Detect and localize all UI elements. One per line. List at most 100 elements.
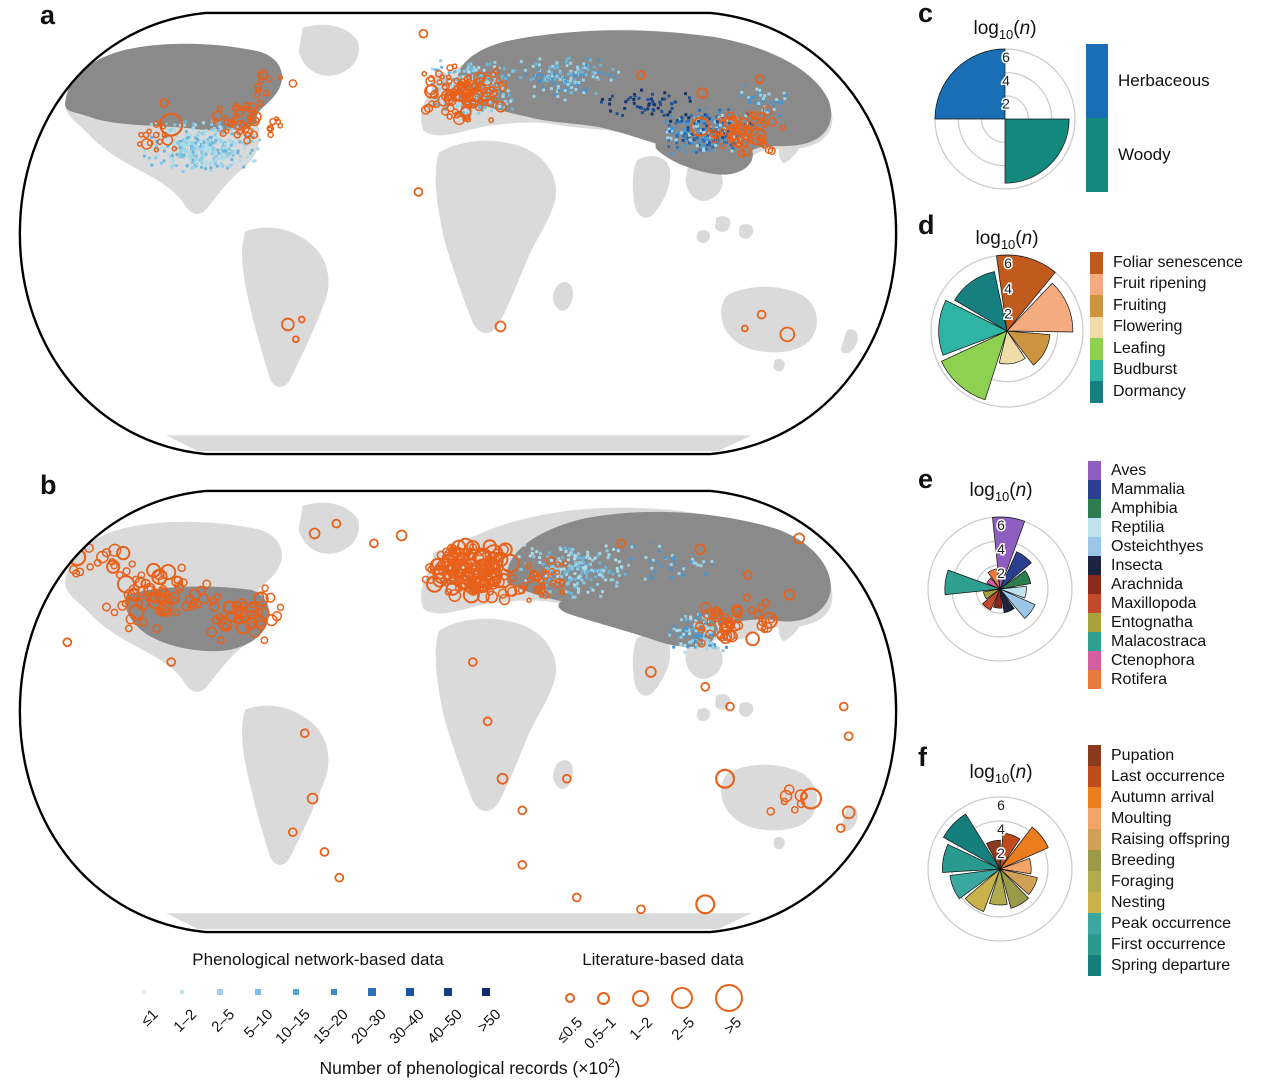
axis-title-sub: 10 [994, 488, 1010, 504]
legend-label: Reptilia [1111, 518, 1165, 536]
network-class-swatch [443, 988, 452, 997]
rose-wedge-budburst [938, 299, 1008, 356]
svg-text:6: 6 [1002, 49, 1010, 65]
rose-wedge-breeding [999, 868, 1030, 909]
panel-f-label: f [918, 742, 927, 772]
axis-title-open: ( [1009, 762, 1016, 783]
legend-label: Aves [1111, 461, 1147, 479]
legend-item-nesting: Nesting [1088, 892, 1231, 913]
rose-wedge-herbaceous [934, 48, 1006, 120]
legend-caption: Number of phenological records (×102) [270, 1056, 670, 1079]
legend-item-mammalia: Mammalia [1088, 480, 1206, 499]
polar-chart-animal-phenophase: 6 4 2 [927, 796, 1073, 942]
axis-title-f: log10(n) [946, 762, 1056, 786]
network-class-label: ≤1 [138, 1006, 163, 1030]
map-points-group [62, 518, 856, 915]
legend-swatch [1088, 787, 1101, 808]
network-class-label: 10–15 [272, 1006, 315, 1048]
legend-item-fruit-ripening: Fruit ripening [1090, 273, 1243, 295]
legend-swatch [1090, 316, 1103, 338]
legend-item-moulting: Moulting [1088, 808, 1231, 829]
rose-wedge-rotifera [987, 568, 1001, 590]
rose-wedge-arachnida [992, 588, 1003, 609]
literature-points [62, 518, 856, 915]
legend-item-entognatha: Entognatha [1088, 613, 1206, 632]
legend-label: Spring departure [1111, 956, 1231, 974]
rose-wedge-foraging [988, 868, 1008, 906]
axis-title-close: ) [1026, 762, 1033, 783]
axis-title-close: ) [1030, 18, 1037, 39]
rose-wedge-reptilia [999, 585, 1027, 599]
axis-title-sub: 10 [998, 26, 1014, 42]
legend-swatch [1086, 118, 1108, 192]
rose-wedge-nesting [964, 868, 1001, 913]
polar-axis-ticks: 6 4 2 [1003, 254, 1014, 324]
rose-wedge-osteichthyes [999, 588, 1036, 619]
network-class-swatch [141, 989, 147, 995]
world-map-a [18, 11, 898, 456]
legend-item-foliar-senescence: Foliar senescence [1090, 252, 1243, 274]
network-class-label: 2–5 [208, 1006, 239, 1036]
svg-text:2: 2 [997, 565, 1005, 581]
literature-class-label: ≤0.5 [553, 1014, 587, 1047]
legend-item-foraging: Foraging [1088, 871, 1231, 892]
panel-e-label: e [918, 464, 934, 494]
legend-swatch [1088, 480, 1101, 499]
legend-label: Breeding [1111, 851, 1176, 869]
legend-label: Woody [1118, 145, 1171, 164]
legend-swatch [1088, 613, 1101, 632]
axis-title-text: log [969, 480, 995, 501]
legend-swatch [1086, 44, 1108, 118]
network-class-swatch [179, 989, 185, 995]
legend-item-raising-offspring: Raising offspring [1088, 829, 1231, 850]
legend-label: Raising offspring [1111, 830, 1230, 848]
svg-text:6: 6 [997, 797, 1005, 813]
network-class-swatch [292, 988, 300, 996]
literature-class-label: 0.5–1 [580, 1014, 620, 1053]
legend-label: Fruit ripening [1113, 275, 1207, 293]
polar-wedges [942, 813, 1049, 913]
svg-text:6: 6 [1004, 255, 1012, 271]
legend-swatch [1088, 913, 1101, 934]
network-class-label: 15–20 [310, 1006, 353, 1048]
rose-wedge-foliar-senescence [996, 254, 1056, 332]
legend-item-ctenophora: Ctenophora [1088, 651, 1206, 670]
legend-item-pupation: Pupation [1088, 745, 1231, 766]
literature-class-swatch [715, 984, 743, 1012]
axis-title-var: n [1015, 480, 1027, 501]
legend-item-insecta: Insecta [1088, 556, 1206, 575]
legend-swatch [1088, 892, 1101, 913]
rose-wedge-raising-offspring [999, 868, 1038, 896]
legend-label: Ctenophora [1111, 651, 1195, 669]
literature-points [136, 28, 796, 344]
legend-item-woody: Woody [1086, 118, 1210, 192]
legend-swatch [1088, 871, 1101, 892]
legend-item-aves: Aves [1088, 461, 1206, 480]
legend-item-malacostraca: Malacostraca [1088, 632, 1206, 651]
axis-title-open: ( [1015, 228, 1022, 249]
rose-wedge-peak-occurrence [949, 868, 1001, 900]
rose-wedge-fruit-ripening [1006, 282, 1074, 333]
legend-label: Nesting [1111, 893, 1166, 911]
legend-swatch [1088, 934, 1101, 955]
legend-network-scale: ≤1 1–2 2–5 5–10 10–15 15–20 20–30 30–40 40–50 >50 [118, 982, 518, 1068]
legend-swatch [1088, 537, 1101, 556]
network-class-swatch [481, 987, 491, 997]
legend-swatch [1088, 850, 1101, 871]
legend-label: Foliar senescence [1113, 253, 1243, 271]
legend-item-fruiting: Fruiting [1090, 295, 1243, 317]
map-outline [18, 11, 898, 456]
rose-wedge-ctenophora [986, 577, 1001, 590]
polar-wedges [938, 254, 1074, 401]
literature-class-label: 1–2 [626, 1014, 657, 1044]
legend-label: Moulting [1111, 809, 1172, 827]
polar-wedges [934, 48, 1070, 184]
literature-class-swatch [597, 991, 610, 1005]
legend-item-spring-departure: Spring departure [1088, 955, 1231, 976]
legend-item-budburst: Budburst [1090, 359, 1243, 381]
legend-label: Foraging [1111, 872, 1175, 890]
legend-item-osteichthyes: Osteichthyes [1088, 537, 1206, 556]
svg-text:4: 4 [997, 541, 1005, 557]
axis-title-sub: 10 [1000, 236, 1016, 252]
axis-title-text: log [973, 18, 999, 39]
